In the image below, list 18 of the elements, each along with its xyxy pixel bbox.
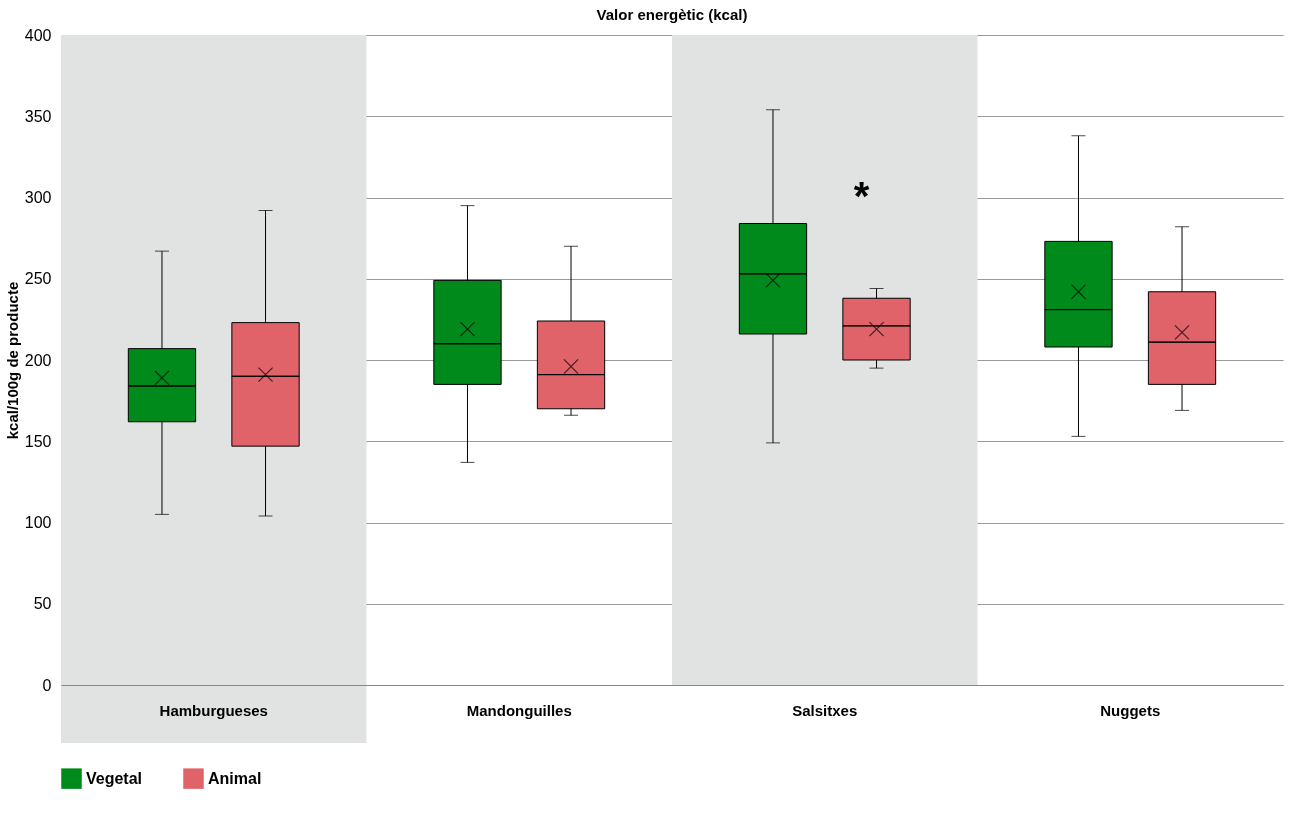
y-tick-label: 0	[42, 676, 52, 694]
x-tick-label: Mandonguilles	[466, 701, 572, 719]
chart-title: Valor energètic (kcal)	[596, 6, 748, 23]
x-tick-label: Nuggets	[1100, 701, 1161, 719]
y-axis-title: kcal/100g de producte	[3, 281, 21, 440]
y-tick-label: 150	[24, 432, 52, 450]
y-tick-label: 250	[24, 270, 52, 288]
legend-label: Animal	[208, 769, 262, 787]
y-tick-label: 300	[24, 189, 52, 206]
x-tick-label: Salsitxes	[792, 701, 858, 719]
annotation: *	[853, 173, 870, 218]
y-tick-label: 50	[33, 595, 52, 613]
y-tick-label: 100	[24, 514, 52, 531]
y-tick-label: 400	[24, 26, 52, 44]
legend-label: Vegetal	[86, 769, 143, 787]
y-tick-label: 350	[24, 107, 52, 125]
x-tick-label: Hamburgueses	[159, 701, 268, 719]
y-tick-label: 200	[24, 351, 52, 369]
